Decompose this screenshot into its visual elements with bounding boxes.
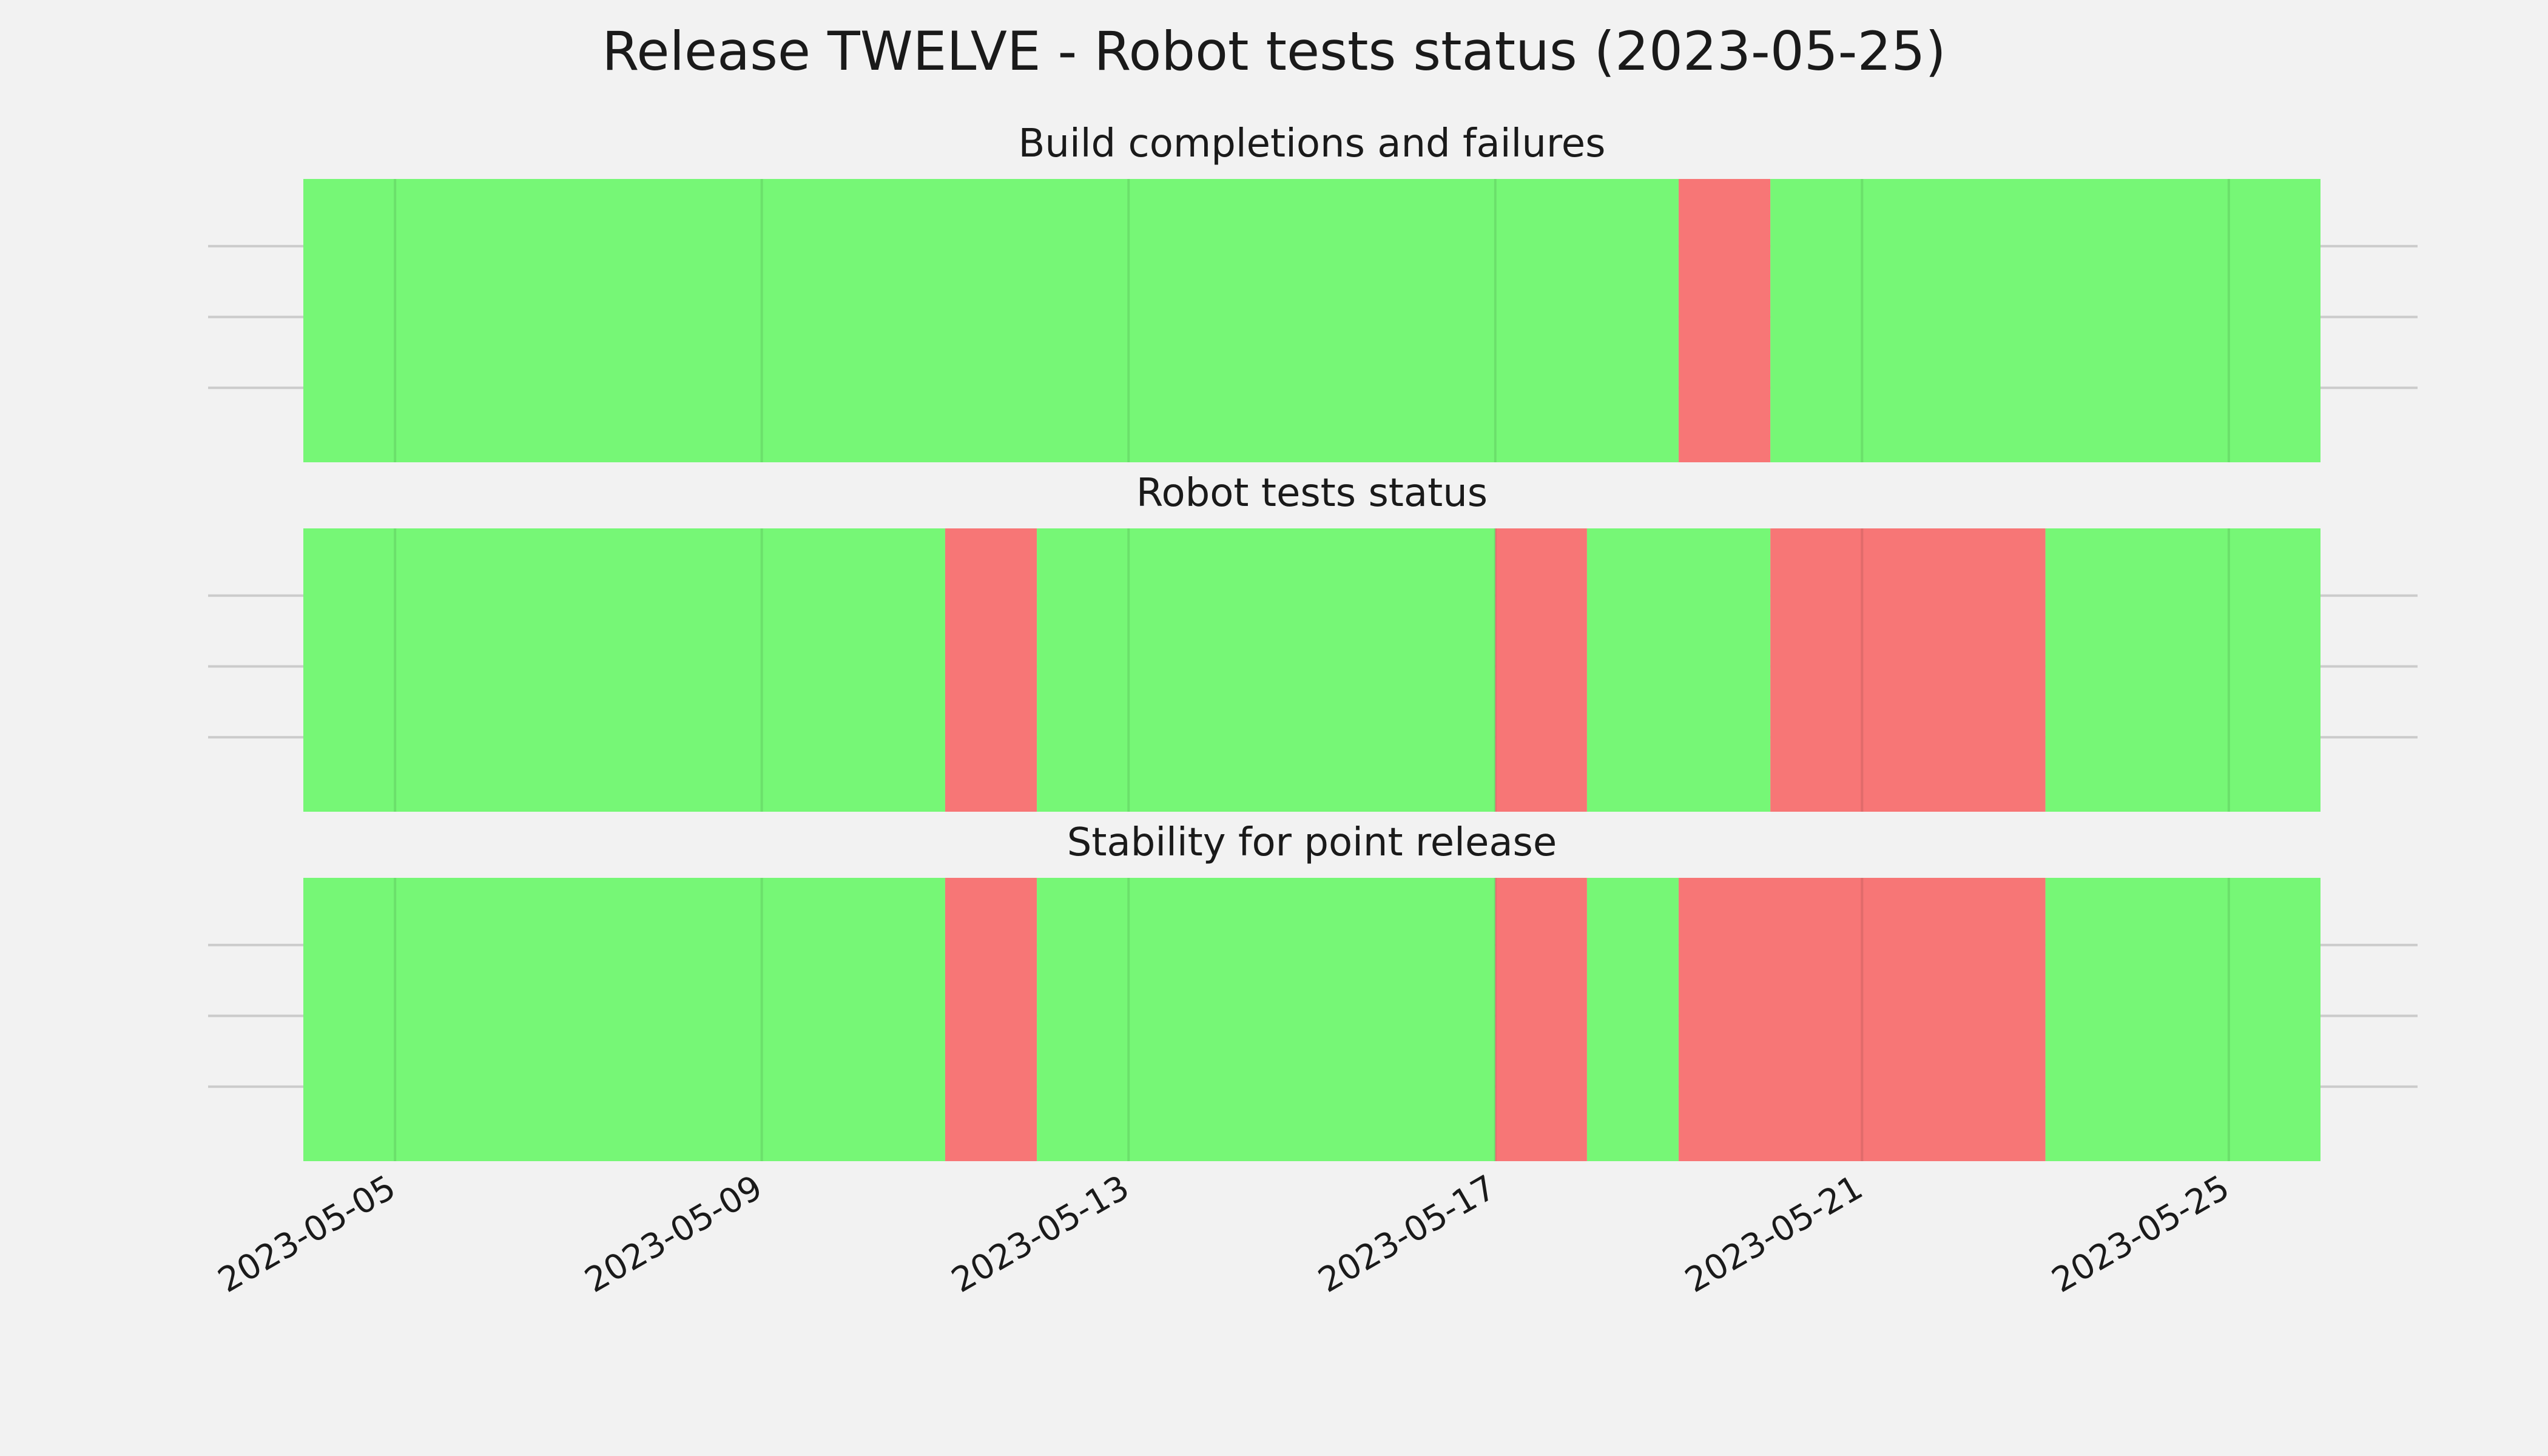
status-segment-pass: 2023-05-04 – 2023-05-19: pass (303, 179, 1679, 462)
status-segment-pass: 2023-05-12 – 2023-05-17: pass (1037, 528, 1495, 812)
chart-panels: Build completions and failures 2023-05-04… (208, 121, 2418, 1161)
status-segment-fail: 2023-05-20 – 2023-05-23: fail (1770, 528, 2046, 812)
status-segment-pass: 2023-05-20 – 2023-05-26: pass (1770, 179, 2320, 462)
status-segment-pass: 2023-05-23 – 2023-05-26: pass (2045, 528, 2320, 812)
panel-title: Stability for point release (1067, 820, 1557, 865)
status-segment-fail: 2023-05-19 – 2023-05-20: fail (1679, 179, 1771, 462)
panel-2: Robot tests status 2023-05-04 – 2023-05-1… (208, 471, 2418, 812)
status-segment-fail: 2023-05-17 – 2023-05-18: fail (1495, 528, 1587, 812)
status-segment-fail: 2023-05-17 – 2023-05-18: fail (1495, 878, 1587, 1161)
status-segment-pass: 2023-05-23 – 2023-05-26: pass (2045, 878, 2320, 1161)
status-segment-pass: 2023-05-12 – 2023-05-17: pass (1037, 878, 1495, 1161)
panel-3: Stability for point release 2023-05-04 – … (208, 820, 2418, 1161)
status-segment-fail: 2023-05-19 – 2023-05-23: fail (1679, 878, 2046, 1161)
panel-title: Robot tests status (1136, 471, 1488, 516)
status-segment-fail: 2023-05-11 – 2023-05-12: fail (945, 878, 1037, 1161)
panel-1: Build completions and failures 2023-05-04… (208, 121, 2418, 462)
status-segment-pass: 2023-05-04 – 2023-05-11: pass (303, 528, 945, 812)
panel-title: Build completions and failures (1019, 121, 1606, 166)
status-segment-pass: 2023-05-18 – 2023-05-19: pass (1586, 878, 1679, 1161)
status-segment-fail: 2023-05-11 – 2023-05-12: fail (945, 528, 1037, 812)
status-segment-pass: 2023-05-18 – 2023-05-20: pass (1586, 528, 1771, 812)
status-segment-pass: 2023-05-04 – 2023-05-11: pass (303, 878, 945, 1161)
figure-title: Release TWELVE - Robot tests status (202… (602, 20, 1946, 83)
